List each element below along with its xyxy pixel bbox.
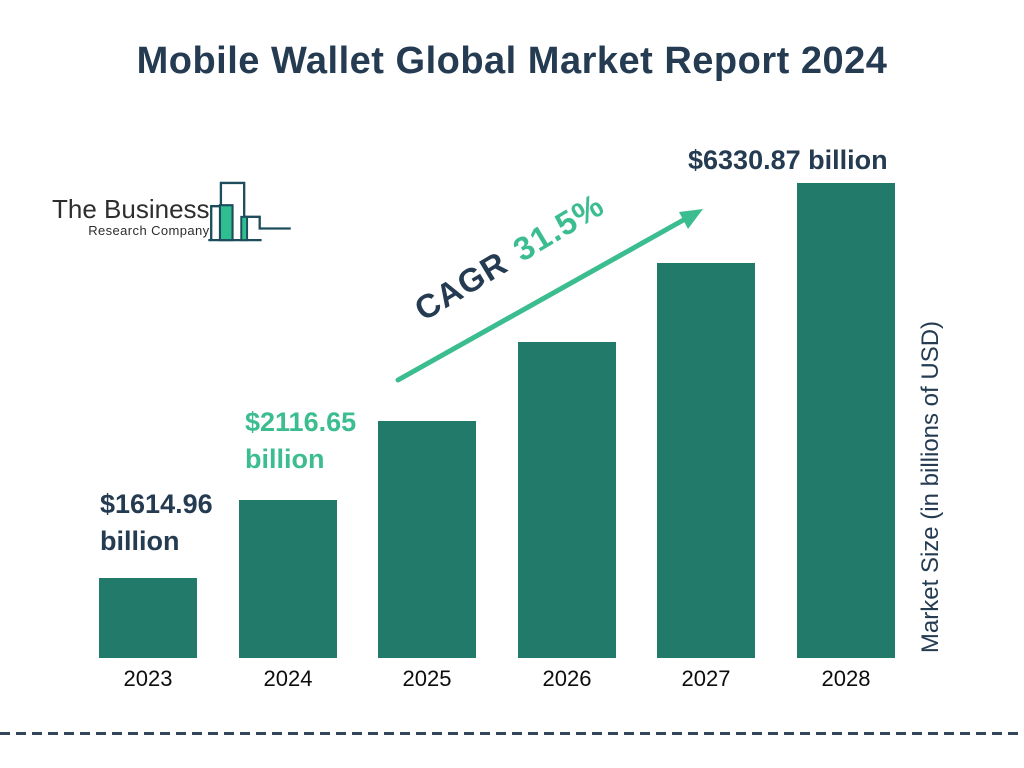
x-tick-2026: 2026: [542, 666, 592, 691]
company-logo-name: The Business: [52, 194, 210, 224]
x-tick-2024: 2024: [263, 666, 313, 691]
value-label-2023: $1614.96 billion: [100, 489, 213, 556]
bar-2028: [797, 183, 895, 658]
bar-2023: [99, 578, 197, 658]
logo-bar-chart-icon: [207, 181, 291, 242]
page-title: Mobile Wallet Global Market Report 2024: [136, 40, 888, 82]
value-label-2024: $2116.65 billion: [245, 407, 357, 474]
x-tick-2025: 2025: [402, 666, 452, 691]
bar-2026: [518, 342, 616, 658]
x-tick-2027: 2027: [681, 666, 731, 691]
company-logo-text: The Business Research Company: [52, 195, 210, 244]
bar-2024: [239, 500, 337, 658]
company-logo-subname: Research Company: [88, 223, 210, 238]
x-tick-2023: 2023: [123, 666, 173, 691]
bottom-dashed-divider: [0, 732, 1024, 735]
bar-2027: [657, 263, 755, 658]
x-tick-2028: 2028: [821, 666, 871, 691]
company-logo: The Business Research Company: [52, 180, 294, 244]
y-axis-label: Market Size (in billions of USD): [917, 320, 944, 654]
value-label-2028: $6330.87 billion: [688, 145, 888, 175]
bar-2025: [378, 421, 476, 658]
